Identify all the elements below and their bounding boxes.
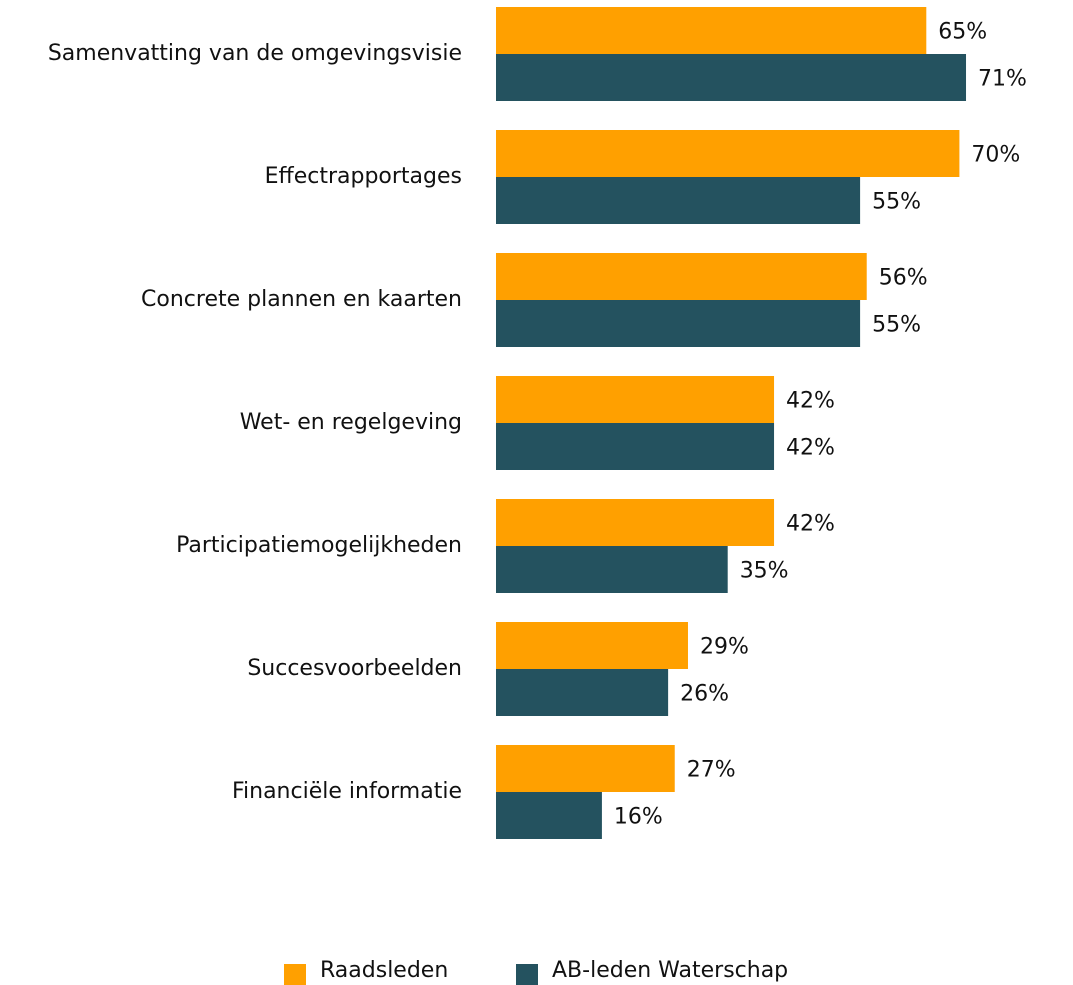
- bar: [496, 423, 775, 470]
- bar: [496, 669, 669, 716]
- category-label: Effectrapportages: [265, 164, 462, 189]
- legend-label: Raadsleden: [320, 958, 448, 983]
- category-label: Succesvoorbeelden: [247, 656, 462, 681]
- bar: [496, 130, 960, 177]
- value-label: 42%: [786, 512, 835, 537]
- category-label: Samenvatting van de omgevingsvisie: [48, 41, 462, 66]
- category-label: Participatiemogelijkheden: [176, 533, 462, 558]
- bar: [496, 54, 967, 101]
- bar: [496, 376, 775, 423]
- value-label: 16%: [614, 805, 663, 830]
- legend-label: AB-leden Waterschap: [552, 958, 788, 983]
- category-label: Wet- en regelgeving: [240, 410, 462, 435]
- bar: [496, 7, 927, 54]
- bar: [496, 745, 675, 792]
- value-label: 29%: [700, 635, 749, 660]
- bar: [496, 546, 728, 593]
- category-label: Financiële informatie: [232, 779, 462, 804]
- bar: [496, 253, 867, 300]
- value-label: 55%: [872, 313, 921, 338]
- bar: [496, 300, 861, 347]
- value-label: 70%: [971, 143, 1020, 168]
- value-label: 35%: [740, 559, 789, 584]
- value-label: 55%: [872, 190, 921, 215]
- bar: [496, 177, 861, 224]
- value-label: 42%: [786, 436, 835, 461]
- value-label: 71%: [978, 67, 1027, 92]
- bar: [496, 499, 775, 546]
- bar: [496, 622, 688, 669]
- value-label: 65%: [938, 20, 987, 45]
- value-label: 26%: [680, 682, 729, 707]
- legend-swatch: [516, 964, 538, 985]
- value-label: 56%: [879, 266, 928, 291]
- legend-swatch: [284, 964, 306, 985]
- category-label: Concrete plannen en kaarten: [141, 287, 462, 312]
- bar: [496, 792, 602, 839]
- value-label: 27%: [687, 758, 736, 783]
- value-label: 42%: [786, 389, 835, 414]
